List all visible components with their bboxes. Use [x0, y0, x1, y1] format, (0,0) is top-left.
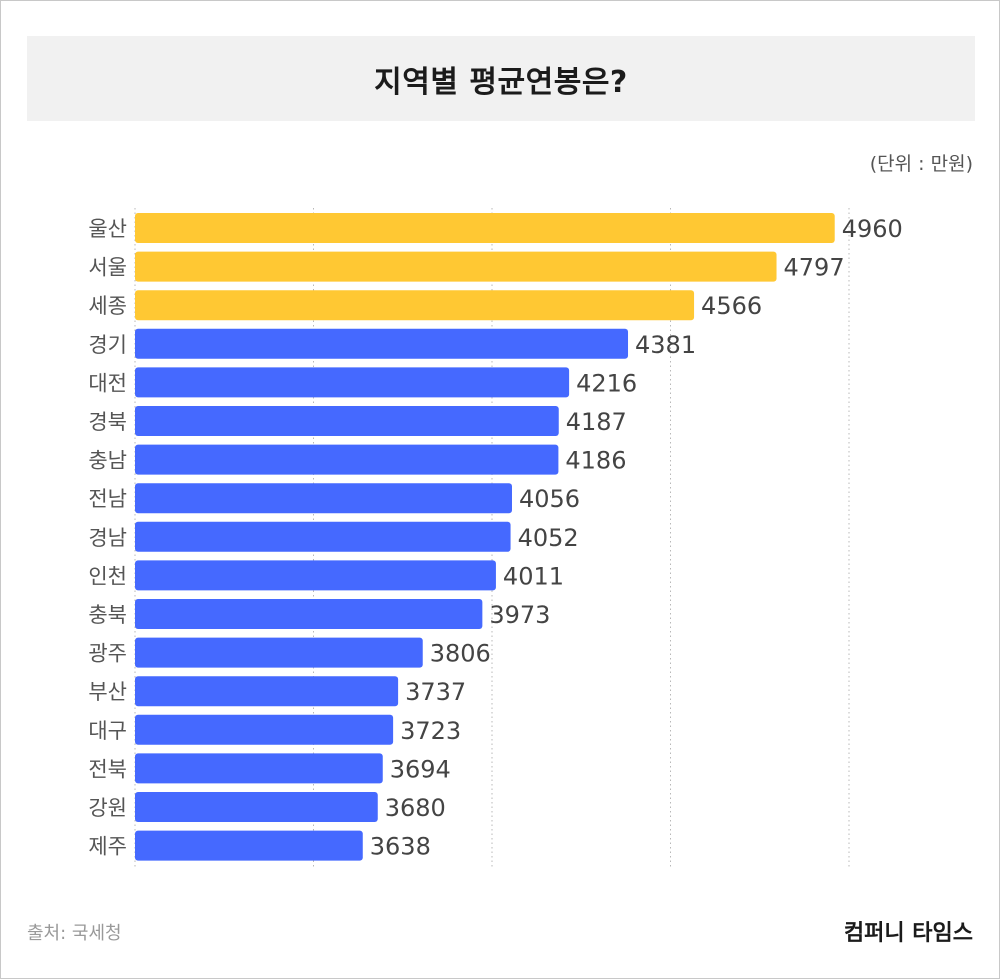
category-label: 제주 [88, 835, 127, 859]
brand-logo: 컴퍼니 타임스 [843, 921, 973, 946]
unit-note: (단위 : 만원) [869, 153, 973, 175]
bar [135, 444, 559, 475]
data-label: 4960 [842, 215, 903, 243]
bar [135, 213, 835, 243]
chart-title: 지역별 평균연봉은? [374, 64, 628, 100]
bar [135, 290, 695, 321]
category-label: 경기 [88, 333, 127, 357]
category-label: 강원 [88, 796, 127, 820]
data-label: 3737 [405, 678, 466, 706]
data-label: 4381 [635, 331, 696, 359]
bar [135, 830, 363, 861]
category-label: 광주 [88, 642, 127, 666]
category-label: 전남 [88, 487, 127, 511]
bar [135, 367, 570, 398]
data-label: 4797 [784, 254, 845, 282]
category-label: 인천 [88, 564, 127, 588]
category-label: 대구 [88, 719, 127, 743]
bar [135, 251, 777, 282]
category-label: 울산 [88, 217, 127, 241]
category-label: 전북 [88, 757, 127, 781]
bar [135, 483, 512, 514]
bar [135, 521, 511, 552]
data-label: 4186 [565, 447, 626, 475]
bar [135, 792, 378, 822]
data-label: 4052 [518, 524, 579, 552]
bar [135, 599, 483, 629]
data-label: 4216 [576, 369, 637, 397]
bar [135, 560, 496, 591]
data-label: 3723 [400, 717, 461, 745]
category-label: 서울 [88, 256, 127, 280]
bar [135, 714, 394, 745]
data-label: 3638 [370, 833, 431, 861]
category-label: 경북 [88, 410, 127, 434]
category-label: 충남 [88, 449, 127, 473]
bar-chart: 울산 4960 서울 4797 세종 4566 경기 4381 대전 4216 경북 4187 충남 41… [88, 208, 903, 869]
category-label: 세종 [88, 294, 127, 318]
bar [135, 676, 399, 707]
bar [135, 328, 629, 359]
data-label: 3694 [390, 755, 451, 783]
category-label: 부산 [88, 680, 127, 704]
bar [135, 406, 559, 436]
data-label: 4187 [566, 408, 627, 436]
data-label: 3806 [430, 640, 491, 668]
source-note: 출처: 국세청 [27, 923, 122, 944]
category-label: 충북 [88, 603, 127, 627]
data-label: 3680 [385, 794, 446, 822]
data-label: 4011 [503, 562, 564, 590]
data-label: 3973 [489, 601, 550, 629]
data-label: 4056 [519, 485, 580, 513]
data-label: 4566 [701, 292, 762, 320]
title-banner: 지역별 평균연봉은? [27, 36, 975, 121]
category-label: 경남 [88, 526, 127, 550]
bar [135, 753, 383, 784]
bar [135, 637, 423, 668]
category-label: 대전 [88, 371, 127, 395]
